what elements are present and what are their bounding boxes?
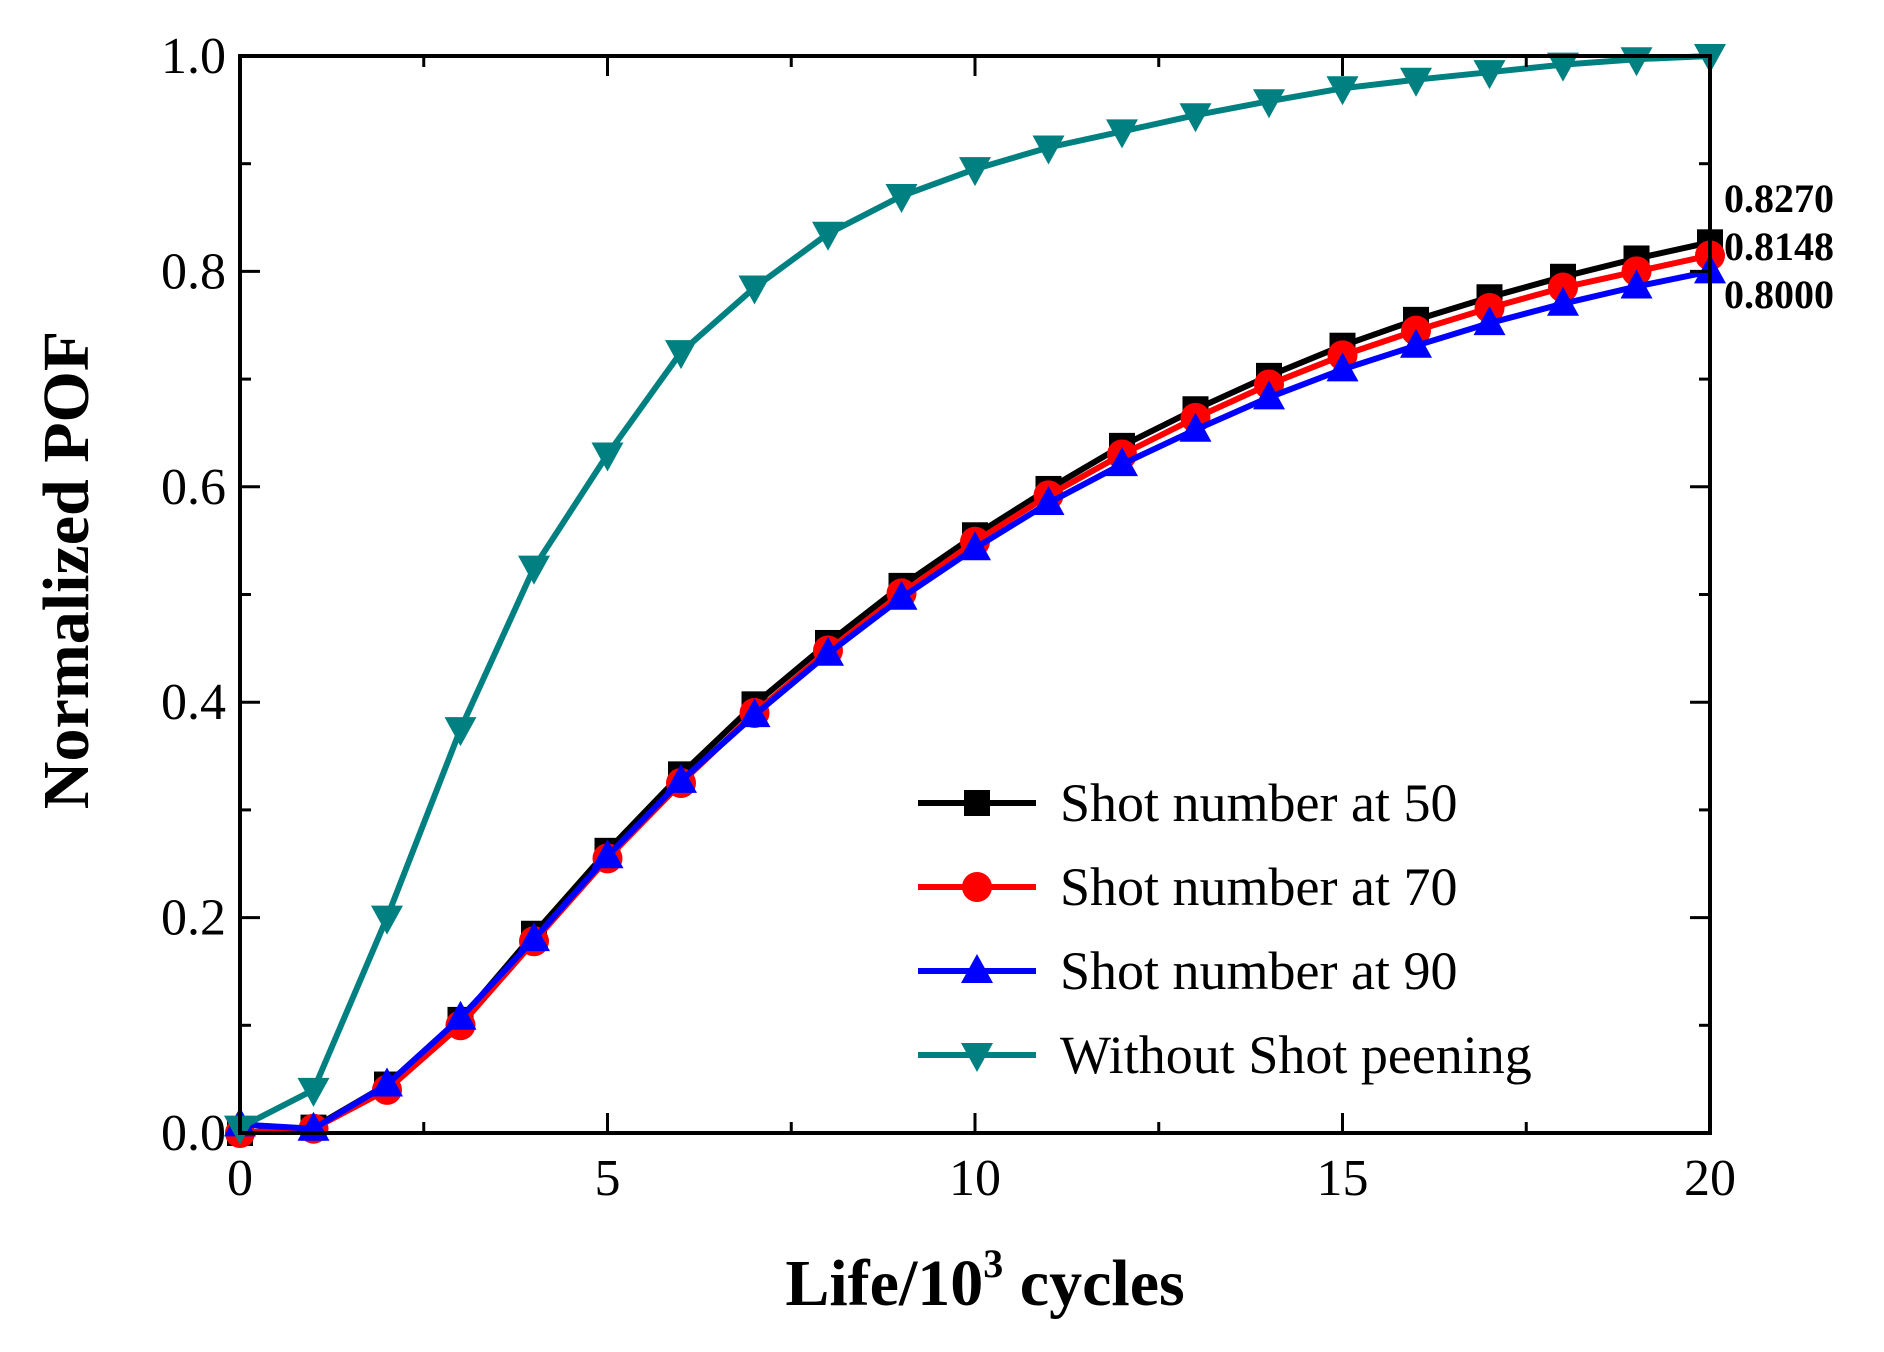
series-3-point-2 [371,905,403,935]
y-tick-label: 0.2 [161,890,226,947]
legend-marker-1 [962,872,992,902]
series-line-2 [239,268,1711,1132]
series-3-point-6 [665,340,697,370]
series-2-point-9 [885,580,918,610]
series-2-point-10 [959,531,991,561]
tick-label-layer: 0 5 10 15 20 0.0 0.2 0.4 0.6 0.8 1.0 [161,28,1736,1207]
legend-marker-2 [961,954,993,983]
series-2-point-3 [444,1000,477,1030]
x-tick-label: 0 [227,1150,253,1207]
series-3-point-1 [297,1077,330,1107]
legend-label-1: Shot number at 70 [1060,857,1457,917]
x-axis-title-main: Life/10 [785,1247,983,1320]
series-3-point-9 [885,184,918,214]
x-axis-title-sup: 3 [983,1241,1003,1286]
series-2-point-5 [591,839,624,869]
series-2-point-16 [1400,328,1432,358]
series-2-point-6 [665,763,697,793]
series-3-point-14 [1253,89,1285,119]
series-3-point-18 [1547,52,1579,82]
series-3-point-11 [1032,135,1065,165]
x-tick-label: 20 [1684,1150,1736,1207]
series-2-point-17 [1473,306,1506,336]
series-2-point-8 [812,636,844,666]
series-2-point-4 [518,922,550,952]
x-tick-label: 15 [1317,1150,1369,1207]
y-axis-title: Normalized POF [30,331,103,809]
x-axis-title: Life/103 cycles [785,1241,1184,1320]
legend-marker-0 [964,790,990,816]
series-2-point-19 [1620,269,1653,299]
y-tick-label: 0.6 [161,459,226,516]
series-2-point-12 [1106,447,1138,477]
series-3-point-17 [1473,60,1506,90]
series-3-point-10 [959,157,991,187]
series-3-point-5 [591,442,624,472]
series-3-point-13 [1179,103,1212,133]
series-line-0 [239,239,1711,1136]
series-2-point-13 [1179,412,1212,442]
series-3-point-15 [1326,76,1359,106]
series-2-point-18 [1547,286,1579,316]
legend-label-0: Shot number at 50 [1060,773,1457,833]
series-3-point-7 [738,275,771,305]
x-tick-label: 5 [595,1150,621,1207]
series-3-point-16 [1400,67,1432,97]
series-2-point-14 [1253,380,1285,410]
legend-label-3: Without Shot peening [1060,1025,1532,1085]
legend: Shot number at 50 Shot number at 70 Shot n… [918,773,1532,1085]
legend-label-2: Shot number at 90 [1060,941,1457,1001]
series-3-point-3 [444,717,477,747]
series-2-point-11 [1032,485,1065,515]
legend-marker-3 [961,1043,993,1072]
y-tick-label: 0.8 [161,243,226,300]
end-value-label: 0.8148 [1724,224,1834,269]
axes-layer [238,54,1712,1135]
series-3-point-12 [1106,119,1138,149]
end-value-label: 0.8270 [1724,176,1834,221]
y-tick-label: 0.4 [161,674,226,731]
series-3-point-8 [812,221,844,251]
series-2-point-2 [371,1067,403,1097]
x-tick-label: 10 [949,1150,1001,1207]
series-2-point-15 [1326,352,1359,382]
end-value-label: 0.8000 [1724,272,1834,317]
x-axis-title-suffix: cycles [1003,1247,1184,1320]
series-2-point-7 [738,698,771,728]
y-tick-label: 0.0 [161,1105,226,1162]
series-3-point-4 [518,555,550,585]
y-tick-label: 1.0 [161,28,226,85]
